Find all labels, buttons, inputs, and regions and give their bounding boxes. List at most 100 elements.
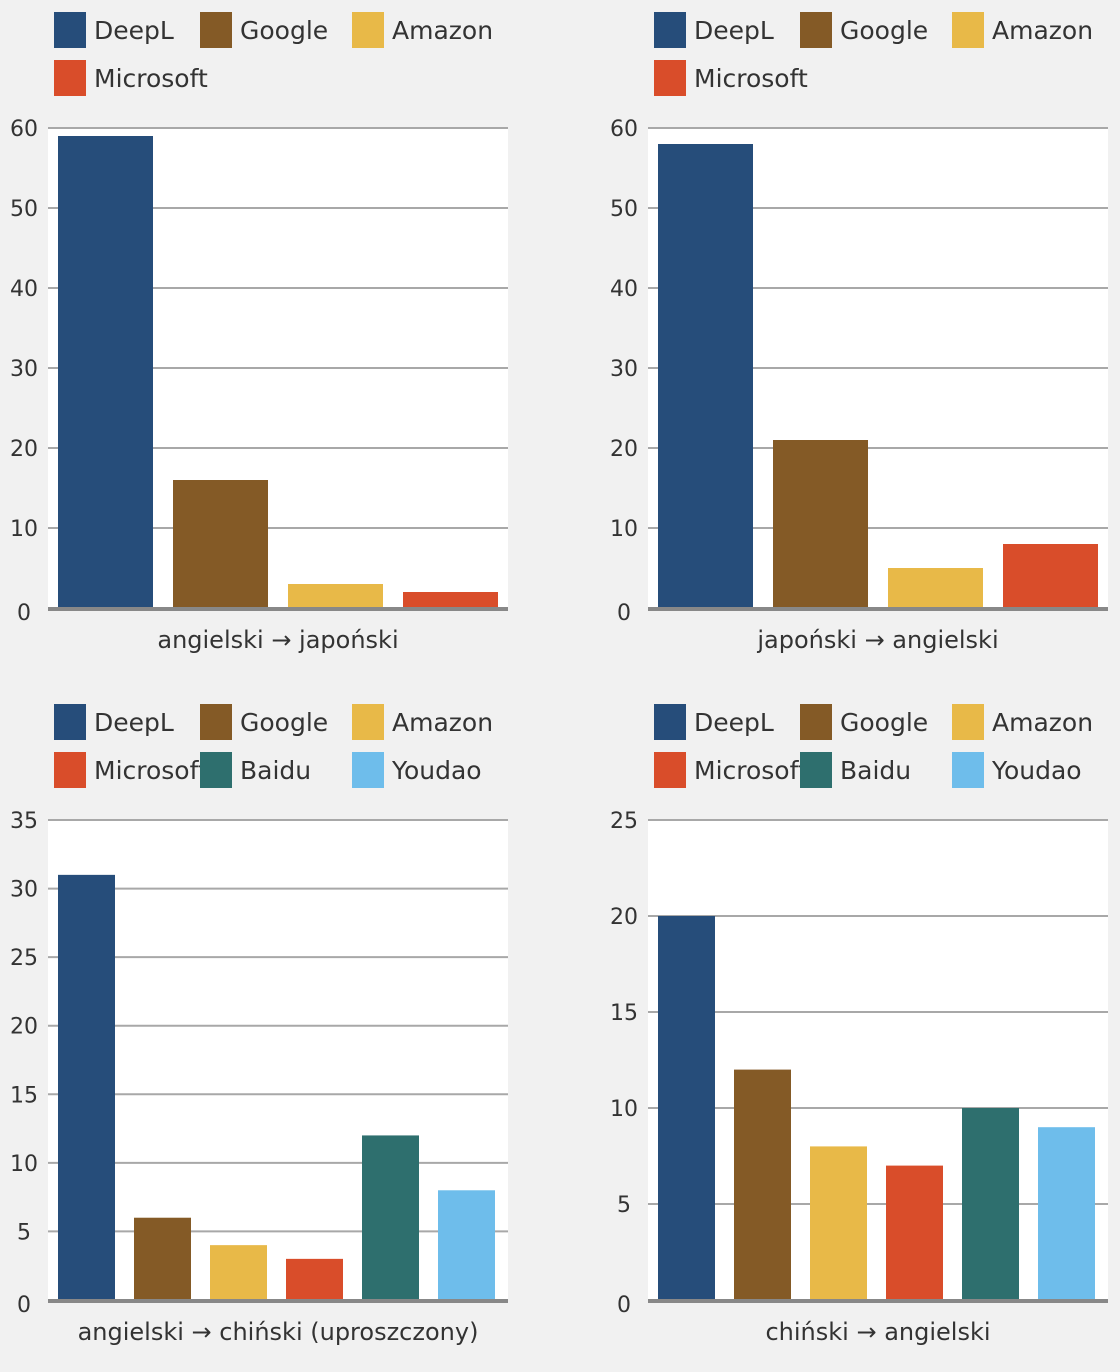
bar-chart: 0 5 10 15 20 25 chiński → angielski	[610, 809, 1108, 1346]
legend-item: Baidu	[800, 752, 911, 788]
legend-item: Amazon	[952, 704, 1093, 740]
y-tick-label: 0	[617, 1293, 631, 1318]
chart-panel: DeepL Google Amazon Microsoft Baidu Youdao 0 5 1…	[600, 692, 1120, 1372]
legend-swatch	[952, 704, 984, 740]
y-tick-label: 10	[10, 1152, 38, 1177]
legend-label: Youdao	[992, 755, 1082, 785]
y-tick-label: 30	[10, 878, 38, 903]
x-axis-label: angielski → chiński (uproszczony)	[78, 1318, 479, 1346]
bar	[962, 1108, 1019, 1300]
y-tick-label: 0	[617, 601, 631, 626]
bar	[438, 1190, 495, 1300]
legend-label: Microsoft	[94, 63, 208, 93]
bar	[734, 1069, 791, 1300]
y-tick-label: 0	[17, 1293, 31, 1318]
legend-label: Amazon	[992, 15, 1094, 45]
y-tick-label: 15	[10, 1083, 38, 1108]
legend-label: Google	[840, 707, 929, 737]
legend-label: Amazon	[392, 707, 494, 737]
legend-swatch	[654, 704, 686, 740]
legend-swatch	[952, 752, 984, 788]
legend-swatch	[800, 752, 832, 788]
legend-item: Amazon	[952, 12, 1093, 48]
legend-swatch	[54, 12, 86, 48]
bar-chart: 0 10 20 30 40 50 60 angielski → japoński	[10, 117, 508, 654]
legend-label: Microsoft	[94, 755, 208, 785]
y-tick-label: 30	[10, 357, 38, 382]
y-tick-label: 0	[17, 601, 31, 626]
legend-label: DeepL	[694, 15, 774, 45]
legend-item: Google	[800, 12, 928, 48]
bar	[1003, 544, 1098, 608]
legend-swatch	[54, 752, 86, 788]
y-tick-label: 10	[610, 1097, 638, 1122]
chart-panel: DeepL Google Amazon Microsoft 0 10 20 30 40 50 60 a…	[0, 0, 560, 680]
legend-swatch	[654, 752, 686, 788]
bar	[773, 440, 868, 608]
legend-swatch	[352, 752, 384, 788]
legend-swatch	[654, 60, 686, 96]
legend-swatch	[952, 12, 984, 48]
bar	[658, 144, 753, 608]
x-axis-label: japoński → angielski	[756, 626, 998, 654]
legend-item: DeepL	[654, 704, 774, 740]
bar	[403, 592, 498, 608]
legend-item: Amazon	[352, 704, 493, 740]
legend-item: Youdao	[352, 752, 482, 788]
bar	[286, 1258, 343, 1300]
legend-item: DeepL	[654, 12, 774, 48]
y-tick-label: 25	[610, 809, 638, 834]
bar	[210, 1245, 267, 1300]
chart-panel: DeepL Google Amazon Microsoft 0 10 20 30 40 50 60 j…	[600, 0, 1120, 680]
y-tick-label: 40	[10, 277, 38, 302]
legend-label: DeepL	[94, 15, 174, 45]
legend-label: Amazon	[992, 707, 1094, 737]
bar	[658, 916, 715, 1300]
bar	[886, 1165, 943, 1300]
legend-item: Microsoft	[654, 60, 808, 96]
legend-swatch	[200, 752, 232, 788]
legend-swatch	[352, 12, 384, 48]
legend-label: Microsoft	[694, 755, 808, 785]
y-tick-label: 20	[10, 1015, 38, 1040]
legend-swatch	[654, 12, 686, 48]
legend-label: Baidu	[240, 755, 312, 785]
bar	[362, 1135, 419, 1300]
bar	[1038, 1127, 1095, 1300]
y-tick-label: 35	[10, 809, 38, 834]
legend-swatch	[54, 60, 86, 96]
legend-label: DeepL	[94, 707, 174, 737]
y-tick-label: 20	[610, 437, 638, 462]
y-tick-label: 30	[610, 357, 638, 382]
legend-swatch	[54, 704, 86, 740]
plot-area	[48, 820, 508, 1300]
legend-label: DeepL	[694, 707, 774, 737]
legend-label: Youdao	[392, 755, 482, 785]
legend-item: Google	[200, 12, 328, 48]
y-tick-label: 10	[610, 517, 638, 542]
y-tick-label: 15	[610, 1001, 638, 1026]
bar	[58, 136, 153, 608]
y-tick-label: 40	[610, 277, 638, 302]
legend-item: DeepL	[54, 12, 174, 48]
legend-swatch	[800, 704, 832, 740]
x-axis-label: chiński → angielski	[765, 1318, 990, 1346]
legend-item: Microsoft	[54, 60, 208, 96]
legend-item: DeepL	[54, 704, 174, 740]
y-tick-label: 10	[10, 517, 38, 542]
bar	[810, 1146, 867, 1300]
y-tick-label: 5	[617, 1193, 631, 1218]
legend-label: Google	[240, 15, 329, 45]
legend-swatch	[200, 704, 232, 740]
bar	[134, 1217, 191, 1300]
legend-label: Amazon	[392, 15, 494, 45]
bar	[173, 480, 268, 608]
legend-label: Google	[240, 707, 329, 737]
chart-panel: DeepL Google Amazon Microsoft Baidu Youdao 0 5 1…	[0, 692, 560, 1372]
legend-item: Google	[800, 704, 928, 740]
y-tick-label: 60	[610, 117, 638, 142]
legend-item: Youdao	[952, 752, 1082, 788]
bar	[58, 874, 115, 1300]
legend-label: Baidu	[840, 755, 912, 785]
